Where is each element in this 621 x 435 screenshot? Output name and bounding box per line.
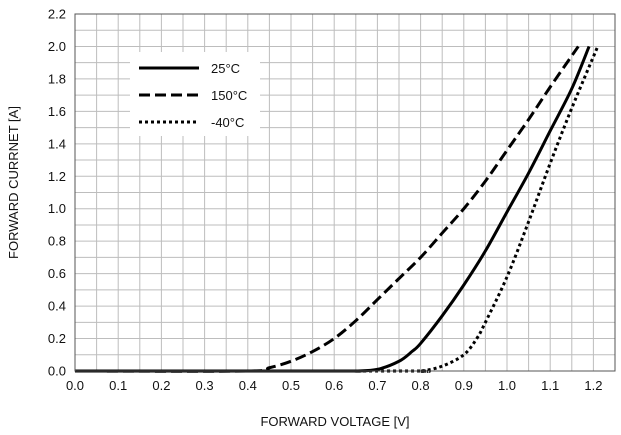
x-tick-label: 0.8 [412, 378, 430, 393]
legend-label: 150°C [211, 88, 247, 103]
y-tick-label: 2.2 [48, 7, 66, 22]
tick-labels: 0.0 0.1 0.2 0.3 0.4 0.5 0.6 0.7 0.8 0.9 1.0 1.1 1.2 0… [48, 7, 603, 394]
series-line-1 [74, 45, 580, 373]
y-tick-label: 2.0 [48, 39, 66, 54]
x-axis-label: FORWARD VOLTAGE [V] [260, 414, 409, 429]
x-tick-label: 1.2 [584, 378, 602, 393]
y-tick-label: 1.6 [48, 104, 66, 119]
x-tick-label: 0.7 [368, 378, 386, 393]
y-tick-label: 0.4 [48, 299, 66, 314]
y-tick-label: 0.6 [48, 266, 66, 281]
x-tick-label: 0.2 [152, 378, 170, 393]
x-tick-label: 0.4 [239, 378, 257, 393]
y-tick-label: 0.0 [48, 364, 66, 379]
plot-frame [74, 13, 616, 372]
y-tick-label: 1.2 [48, 169, 66, 184]
y-tick-label: 0.8 [48, 234, 66, 249]
y-tick-label: 1.8 [48, 71, 66, 86]
x-tick-label: 0.9 [455, 378, 473, 393]
x-tick-label: 0.5 [282, 378, 300, 393]
y-tick-label: 1.4 [48, 136, 66, 151]
x-tick-label: 0.1 [109, 378, 127, 393]
legend: 25°C 150°C -40°C [130, 52, 260, 136]
y-tick-label: 1.0 [48, 201, 66, 216]
legend-label: 25°C [211, 61, 240, 76]
x-tick-label: 0.6 [325, 378, 343, 393]
x-tick-label: 1.1 [541, 378, 559, 393]
y-axis-label: FORWARD CURRNET [A] [6, 106, 21, 259]
x-tick-label: 0.0 [66, 378, 84, 393]
y-tick-label: 0.2 [48, 331, 66, 346]
x-tick-label: 1.0 [498, 378, 516, 393]
legend-label: -40°C [211, 115, 244, 130]
x-tick-label: 0.3 [196, 378, 214, 393]
